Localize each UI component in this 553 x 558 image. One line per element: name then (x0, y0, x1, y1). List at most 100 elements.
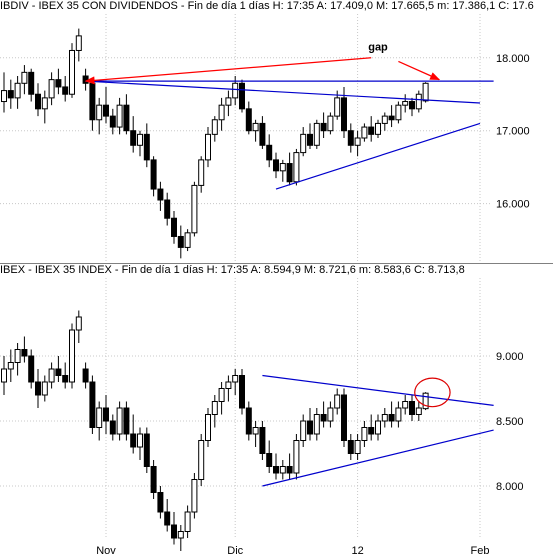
upper-candle (415, 90, 422, 113)
lower-candle (130, 414, 137, 454)
upper-candle-body (116, 104, 123, 128)
upper-candle-body (96, 104, 103, 121)
lower-candle (347, 434, 354, 460)
lower-candle (293, 434, 300, 480)
upper-candle-body (7, 90, 14, 99)
upper-candle (96, 97, 103, 135)
upper-candle (157, 181, 164, 211)
upper-candle (198, 156, 205, 193)
upper-candle-body (293, 152, 300, 183)
upper-candle-body (69, 49, 75, 95)
upper-candle (211, 116, 218, 142)
upper-panel-title: IBDIV - IBEX 35 CON DIVIDENDOS - Fin de … (0, 0, 534, 12)
upper-candle-body (259, 122, 266, 146)
upper-candle (368, 116, 375, 142)
upper-candle-body (409, 101, 415, 110)
lower-trend-line (262, 429, 494, 487)
upper-candle (48, 72, 55, 106)
lower-candle (75, 310, 82, 343)
upper-candle-body (320, 122, 327, 132)
lower-highlight-ellipse (414, 377, 451, 408)
lower-candle (48, 362, 55, 389)
upper-candle (273, 152, 279, 179)
lower-candle (307, 408, 313, 441)
lower-candle (171, 512, 177, 545)
lower-candle-body (75, 316, 82, 331)
lower-candle-body (320, 414, 327, 422)
lower-candle (28, 349, 35, 389)
upper-candle-body (150, 159, 157, 190)
upper-candle-body (286, 163, 293, 183)
upper-candle-body (123, 104, 130, 132)
upper-candle-body (75, 35, 82, 51)
upper-candle-body (381, 115, 388, 124)
lower-candle-body (96, 407, 103, 428)
lower-candle (300, 414, 307, 447)
upper-candle-body (164, 199, 171, 219)
lower-candle-body (327, 407, 334, 422)
lower-candle-body (103, 407, 109, 422)
upper-candle (35, 83, 41, 117)
lower-candle-body (375, 420, 381, 435)
lower-candle (191, 473, 198, 519)
lower-candle-body (334, 394, 341, 409)
x-tick-label: Dic (227, 545, 243, 557)
upper-candle (341, 86, 347, 138)
lower-candle-body (116, 407, 123, 435)
lower-candle-body (143, 433, 150, 467)
upper-candle-body (402, 101, 409, 106)
x-tick-label: 12 (351, 545, 363, 557)
upper-candle (375, 119, 381, 138)
lower-candle-body (7, 362, 14, 370)
lower-candle-body (347, 440, 354, 454)
lower-candle (341, 388, 347, 447)
upper-candle (14, 76, 21, 109)
lower-candle-body (218, 388, 225, 402)
upper-candle-body (89, 82, 96, 121)
lower-candle-body (21, 349, 28, 357)
lower-ytick-label: 8.500 (496, 416, 524, 428)
lower-candle (198, 434, 205, 486)
upper-candle (69, 43, 75, 98)
upper-candle-body (354, 137, 361, 146)
upper-candle-body (313, 122, 320, 146)
upper-candle (409, 97, 415, 117)
upper-candle-body (347, 130, 354, 146)
upper-candle-body (103, 104, 109, 117)
axis-layer: 16.000 17.000 18.000 8.000 8.500 9.000 Nov Dic 1… (96, 53, 529, 557)
lower-candle (211, 395, 218, 428)
lower-candle-body (150, 466, 157, 493)
upper-candle (21, 65, 28, 95)
upper-ytick-label: 17.000 (496, 126, 530, 138)
lower-candle-body (171, 524, 177, 539)
lower-candle (150, 460, 157, 499)
lower-candle (395, 401, 402, 428)
upper-candle (286, 152, 293, 186)
lower-candle-body (354, 440, 361, 454)
lower-candle (177, 525, 184, 551)
x-tick-label: Nov (96, 545, 116, 557)
lower-candle-body (422, 392, 429, 410)
upper-gap-arrow (398, 60, 441, 81)
lower-candle-body (409, 401, 415, 415)
lower-candle-body (232, 375, 239, 383)
lower-candle-body (14, 349, 21, 363)
lower-candle (252, 421, 259, 447)
lower-candle (279, 460, 286, 480)
upper-candle-body (130, 130, 137, 146)
upper-candle-body (143, 133, 150, 161)
upper-candle (259, 116, 266, 149)
upper-candle (191, 181, 198, 237)
upper-candle-body (21, 71, 28, 84)
upper-candle (28, 68, 35, 102)
lower-candle-body (28, 355, 35, 383)
lower-candle (116, 401, 123, 441)
upper-candle (279, 159, 286, 182)
upper-candle-body (273, 159, 279, 172)
upper-candle-body (205, 133, 211, 161)
upper-candle (225, 90, 232, 117)
lower-candle (184, 505, 191, 538)
upper-candle-body (109, 115, 116, 128)
upper-candle-body (218, 104, 225, 121)
lower-candle (109, 414, 116, 441)
